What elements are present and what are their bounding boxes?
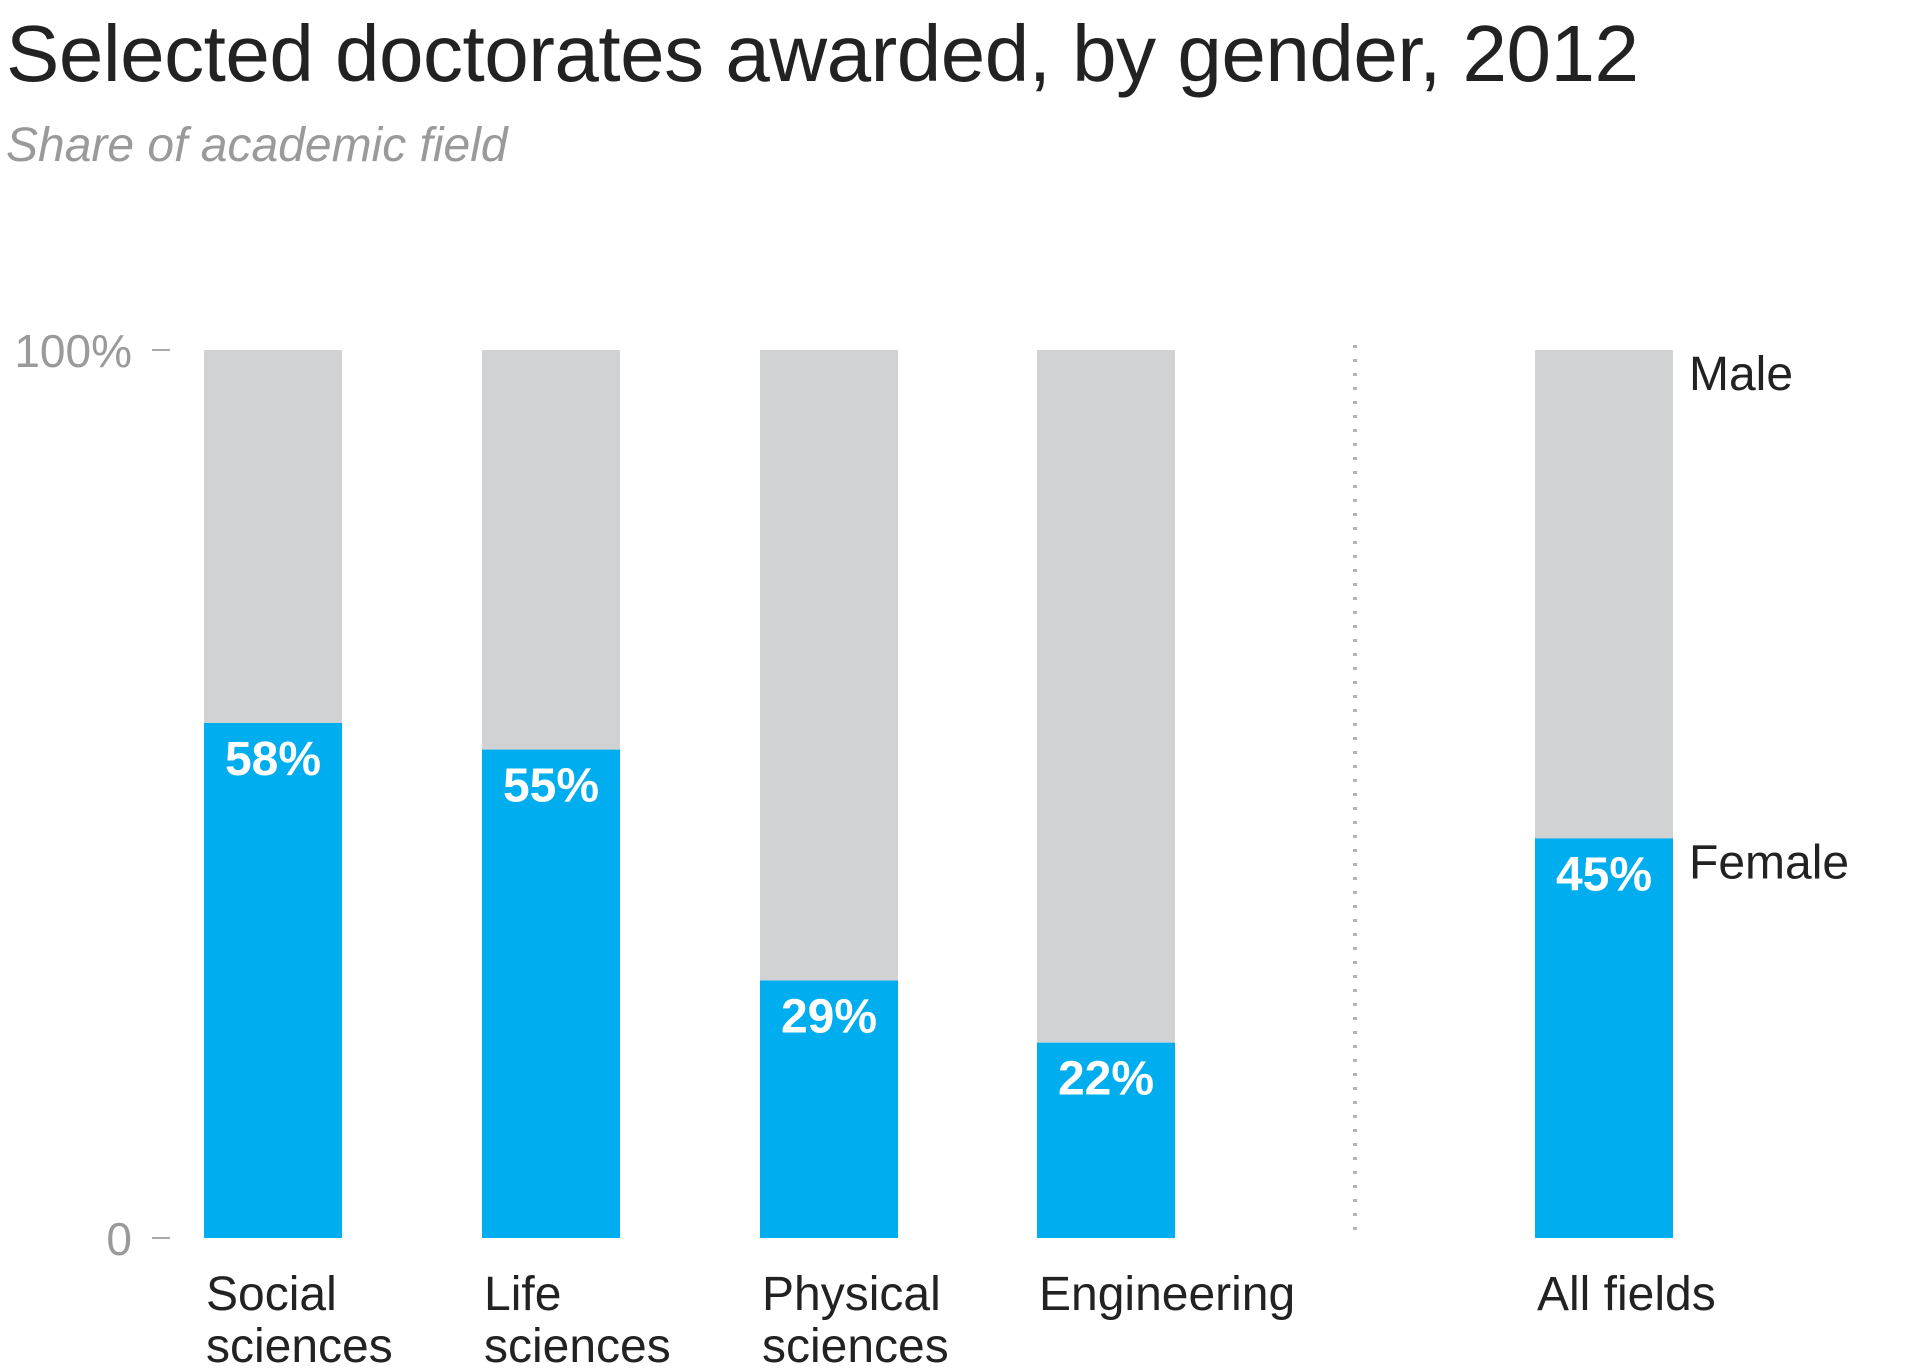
- category-label: Physical sciences: [762, 1268, 949, 1372]
- category-label-line: sciences: [206, 1320, 393, 1372]
- category-label: Engineering: [1039, 1268, 1295, 1321]
- y-tick-label: 100%: [14, 325, 132, 377]
- bar-male-segment: [482, 350, 620, 750]
- bar-data-label: 55%: [503, 760, 599, 813]
- chart-title: Selected doctorates awarded, by gender, …: [6, 9, 1639, 98]
- category-label-line: Physical: [762, 1268, 941, 1321]
- bar-female-segment: [204, 722, 342, 1238]
- bar-male-segment: [760, 350, 898, 981]
- bar-data-label: 45%: [1556, 848, 1652, 901]
- bar-male-segment: [204, 350, 342, 723]
- bar-female-segment: [1535, 838, 1673, 1238]
- bar-female-segment: [482, 749, 620, 1238]
- category-label-line: Engineering: [1039, 1268, 1295, 1321]
- category-label-line: Life: [484, 1268, 561, 1321]
- category-label: Life sciences: [484, 1268, 671, 1372]
- bar-data-label: 29%: [781, 990, 877, 1043]
- bar-male-segment: [1037, 350, 1175, 1043]
- category-label-line: All fields: [1537, 1268, 1716, 1321]
- category-label: Social sciences: [206, 1268, 393, 1372]
- bar-male-segment: [1535, 350, 1673, 839]
- chart-subtitle: Share of academic field: [6, 119, 508, 172]
- category-label-line: sciences: [762, 1320, 949, 1372]
- bar-female-segment: [1037, 1042, 1175, 1238]
- category-label-line: sciences: [484, 1320, 671, 1372]
- bar-female-segment: [760, 980, 898, 1238]
- category-label: All fields: [1537, 1268, 1716, 1321]
- legend-label-female: Female: [1689, 836, 1849, 889]
- bar-data-label: 22%: [1058, 1053, 1154, 1106]
- legend-label-male: Male: [1689, 348, 1793, 401]
- y-tick-label: 0: [106, 1213, 132, 1265]
- bar-data-label: 58%: [225, 733, 321, 786]
- category-label-line: Social: [206, 1268, 337, 1321]
